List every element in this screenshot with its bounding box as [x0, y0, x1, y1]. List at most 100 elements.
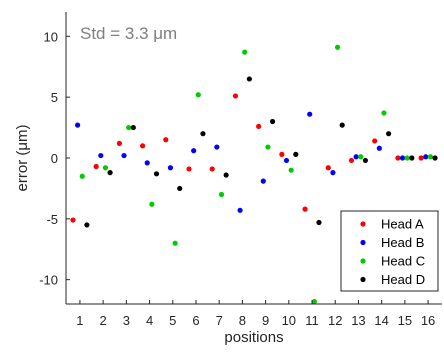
legend-marker-head-b: [360, 239, 366, 246]
point-head-c: [79, 173, 85, 179]
point-head-d: [246, 76, 252, 82]
point-head-a: [372, 138, 378, 144]
y-axis-label: error (μm): [14, 125, 31, 192]
x-tick-label: 9: [262, 313, 269, 328]
y-tick-label: 0: [51, 151, 58, 166]
point-head-d: [200, 131, 206, 137]
point-head-d: [177, 185, 183, 192]
point-head-b: [330, 170, 336, 176]
point-head-d: [409, 155, 415, 161]
point-head-c: [334, 44, 341, 50]
point-head-c: [427, 154, 433, 160]
x-tick-label: 7: [216, 313, 223, 328]
point-head-b: [191, 148, 197, 154]
point-head-b: [75, 122, 81, 128]
legend-label-head-b: Head B: [381, 235, 424, 250]
x-tick-label: 15: [398, 313, 412, 328]
x-tick-label: 4: [146, 313, 153, 328]
point-head-d: [269, 118, 276, 125]
point-head-a: [256, 123, 262, 129]
point-head-a: [395, 155, 401, 161]
point-head-c: [404, 155, 410, 161]
point-head-c: [126, 124, 132, 131]
point-head-a: [232, 93, 239, 99]
point-head-c: [265, 144, 271, 150]
x-tick-label: 14: [374, 313, 388, 328]
x-tick-label: 12: [328, 313, 342, 328]
point-head-d: [362, 157, 369, 164]
point-head-d: [153, 171, 160, 177]
x-tick-label: 16: [421, 313, 435, 328]
x-tick-label: 2: [100, 313, 107, 328]
legend-marker-head-c: [360, 258, 366, 264]
point-head-c: [149, 201, 155, 207]
point-head-c: [242, 49, 248, 55]
y-tick-label: -10: [39, 273, 58, 288]
point-head-a: [348, 157, 355, 164]
point-head-c: [381, 110, 387, 116]
point-head-d: [84, 222, 90, 228]
point-head-b: [283, 157, 290, 164]
point-head-d: [432, 155, 438, 161]
point-head-c: [358, 154, 364, 160]
point-head-d: [107, 170, 113, 176]
point-head-d: [339, 122, 345, 128]
point-head-a: [209, 166, 215, 172]
point-head-c: [172, 240, 178, 246]
x-tick-label: 8: [239, 313, 246, 328]
point-head-b: [423, 154, 429, 160]
point-head-b: [307, 111, 313, 117]
y-tick-label: 5: [51, 90, 58, 105]
point-head-a: [279, 151, 285, 157]
y-tick-label: -5: [46, 212, 58, 227]
x-axis-label: positions: [224, 329, 283, 346]
x-tick-label: 1: [76, 313, 83, 328]
x-tick-label: 6: [192, 313, 199, 328]
point-head-d: [130, 124, 136, 131]
legend-marker-head-d: [360, 276, 366, 283]
point-head-b: [237, 207, 243, 213]
x-tick-label: 13: [351, 313, 365, 328]
point-head-d: [316, 219, 322, 226]
legend-marker-head-a: [360, 221, 366, 227]
legend: Head A Head B Head C Head D: [340, 210, 439, 292]
legend-label-head-c: Head C: [381, 254, 425, 269]
point-head-b: [376, 145, 382, 151]
data-marks: [70, 44, 438, 305]
x-tick-label: 3: [123, 313, 130, 328]
point-head-b: [353, 154, 359, 160]
point-head-d: [293, 151, 299, 157]
point-head-a: [186, 166, 192, 172]
point-head-b: [167, 165, 174, 171]
point-head-b: [399, 155, 406, 161]
point-head-b: [98, 152, 104, 159]
legend-label-head-a: Head A: [381, 217, 424, 232]
point-head-b: [260, 178, 266, 184]
x-tick-label: 5: [169, 313, 176, 328]
point-head-a: [302, 206, 308, 212]
point-head-c: [195, 92, 201, 98]
y-tick-label: 10: [44, 29, 58, 44]
point-head-c: [102, 165, 109, 171]
point-head-c: [288, 167, 294, 173]
point-head-a: [163, 137, 169, 143]
legend-box: [340, 210, 439, 292]
point-head-a: [70, 217, 76, 223]
point-head-d: [223, 172, 229, 178]
point-head-a: [325, 165, 331, 171]
point-head-a: [418, 155, 424, 161]
point-head-a: [93, 163, 99, 170]
x-tick-label: 11: [305, 313, 319, 328]
point-head-b: [121, 152, 127, 159]
point-head-b: [214, 144, 220, 150]
point-head-d: [386, 131, 392, 137]
point-head-c: [218, 191, 225, 198]
point-head-b: [144, 160, 150, 166]
point-head-a: [116, 140, 122, 146]
legend-label-head-d: Head D: [381, 272, 425, 287]
x-tick-label: 10: [282, 313, 296, 328]
point-head-c: [311, 298, 317, 305]
point-head-a: [139, 143, 146, 149]
